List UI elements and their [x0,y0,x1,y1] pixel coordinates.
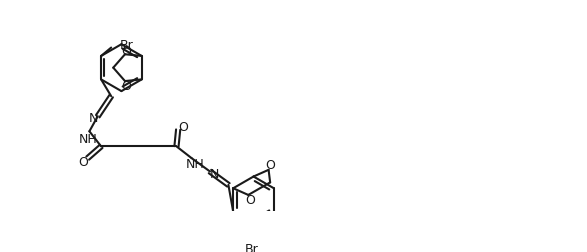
Text: NH: NH [78,132,97,145]
Text: N: N [89,112,98,125]
Text: O: O [79,155,89,168]
Text: N: N [210,167,219,180]
Text: Br: Br [120,39,133,51]
Text: NH: NH [185,158,204,171]
Text: O: O [265,159,275,172]
Text: O: O [178,120,188,133]
Text: O: O [121,79,131,92]
Text: O: O [121,44,131,57]
Text: Br: Br [245,242,259,252]
Text: O: O [245,194,255,207]
